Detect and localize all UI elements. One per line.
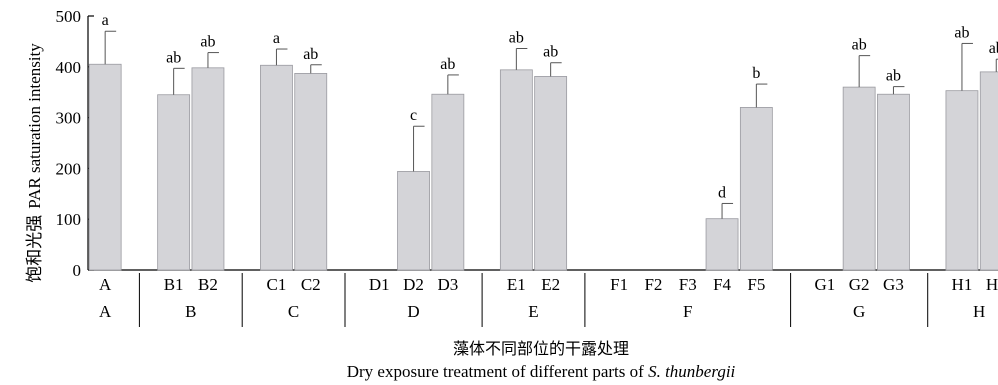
bar-D3 — [431, 93, 465, 271]
x-tick-label-D3: D3 — [437, 275, 458, 294]
x-tick-label-D1: D1 — [369, 275, 390, 294]
sig-letter-C2: ab — [303, 46, 318, 63]
bar-F4 — [705, 218, 739, 271]
sig-letter-B1: ab — [166, 49, 181, 66]
group-label-E: E — [528, 302, 538, 321]
x-axis-title-cn: 藻体不同部位的干露处理 — [453, 339, 629, 358]
x-tick-label-G2: G2 — [849, 275, 870, 294]
x-tick-label-C2: C2 — [301, 275, 321, 294]
sig-letter-H2: ab — [989, 40, 998, 57]
x-tick-label-D2: D2 — [403, 275, 424, 294]
sig-letter-E2: ab — [543, 44, 558, 61]
bar-E2 — [534, 76, 568, 271]
bar-B2 — [191, 67, 225, 271]
y-tick-label-500: 500 — [56, 7, 82, 26]
bar-G3 — [877, 93, 910, 271]
x-tick-label-H2: H2 — [986, 275, 998, 294]
x-tick-label-F3: F3 — [679, 275, 697, 294]
group-label-G: G — [853, 302, 865, 321]
x-tick-label-E1: E1 — [507, 275, 526, 294]
x-tick-label-B1: B1 — [164, 275, 184, 294]
sig-letter-A: a — [102, 12, 109, 29]
sig-letter-C1: a — [273, 30, 280, 47]
bar-C2 — [294, 73, 328, 271]
x-tick-label-F4: F4 — [713, 275, 731, 294]
y-axis-title: 饱和光强 PAR saturation intensity — [25, 43, 45, 283]
y-axis-title-en: PAR saturation intensity — [25, 43, 44, 209]
x-tick-label-F2: F2 — [644, 275, 662, 294]
y-tick-label-400: 400 — [56, 58, 82, 77]
y-tick-label-0: 0 — [73, 261, 82, 280]
x-axis-title-en: Dry exposure treatment of different part… — [347, 362, 736, 381]
sig-letter-B2: ab — [200, 34, 215, 51]
x-tick-label-G3: G3 — [883, 275, 904, 294]
bar-G2 — [842, 86, 876, 271]
sig-letter-E1: ab — [509, 30, 524, 47]
x-tick-label-H1: H1 — [952, 275, 973, 294]
y-axis-title-cn: 饱和光强 — [25, 215, 45, 283]
y-tick-label-200: 200 — [56, 159, 82, 178]
x-tick-label-A: A — [99, 275, 112, 294]
sig-letter-H1: ab — [954, 24, 969, 41]
bar-H1 — [945, 90, 979, 271]
x-tick-label-E2: E2 — [541, 275, 560, 294]
x-tick-label-C1: C1 — [267, 275, 287, 294]
sig-letter-F4: d — [718, 184, 726, 201]
bar-B1 — [157, 94, 191, 271]
group-label-B: B — [185, 302, 196, 321]
x-tick-label-F5: F5 — [747, 275, 765, 294]
x-tick-label-G1: G1 — [814, 275, 835, 294]
group-label-C: C — [288, 302, 299, 321]
group-label-F: F — [683, 302, 692, 321]
sig-letter-G2: ab — [852, 37, 867, 54]
x-tick-label-B2: B2 — [198, 275, 218, 294]
svg-text:饱和光强PAR saturation intensity: 饱和光强 PAR saturation intensity — [25, 43, 45, 283]
group-label-H: H — [973, 302, 985, 321]
bar-E1 — [499, 69, 533, 271]
bar-A — [88, 63, 122, 271]
group-label-D: D — [407, 302, 419, 321]
sig-letter-D3: ab — [440, 56, 455, 73]
bar-C1 — [260, 64, 293, 271]
sig-letter-F5: b — [752, 65, 760, 82]
bar-D2 — [397, 171, 430, 271]
plot-area: 0 100 200 300 400 500 a Aab B1 ab B2 a C1 ab C2 D1 c D2 ab… — [56, 7, 998, 327]
bar-H2 — [979, 71, 998, 271]
sig-letter-G3: ab — [886, 68, 901, 85]
sig-letter-D2: c — [410, 107, 417, 124]
x-tick-label-F1: F1 — [610, 275, 628, 294]
y-tick-label-100: 100 — [56, 210, 82, 229]
y-tick-label-300: 300 — [56, 109, 82, 128]
bar-F5 — [739, 107, 773, 271]
group-label-A: A — [99, 302, 112, 321]
